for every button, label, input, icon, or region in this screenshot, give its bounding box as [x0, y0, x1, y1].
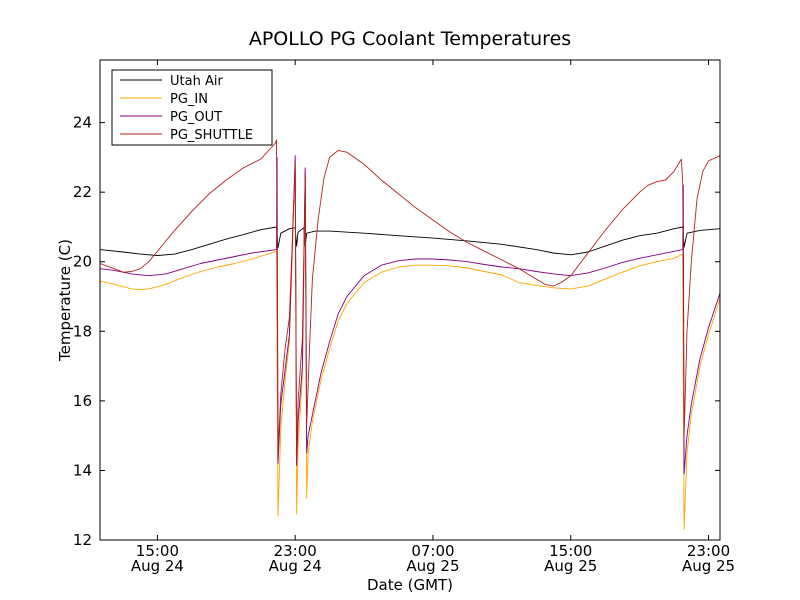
x-tick-label-time: 23:00	[687, 542, 730, 560]
legend: Utah Air PG_IN PG_OUT PG_SHUTTLE	[111, 69, 273, 146]
x-tick-label-time: 07:00	[411, 542, 454, 560]
x-tick-label-date: Aug 24	[131, 557, 184, 575]
x-tick-label-time: 23:00	[274, 542, 317, 560]
series-line-utah-air	[99, 226, 721, 256]
y-axis: 12 14 16 18 20 22 24	[73, 114, 720, 549]
series-line-pg-shuttle	[99, 139, 721, 457]
legend-label: PG_IN	[170, 92, 208, 107]
plot-frame	[99, 59, 721, 541]
x-tick-label-time: 15:00	[549, 542, 592, 560]
y-tick-label: 20	[73, 253, 92, 271]
x-axis-label: Date (GMT)	[367, 576, 453, 594]
x-tick-label-date: Aug 24	[269, 557, 322, 575]
legend-items: Utah Air PG_IN PG_OUT PG_SHUTTLE	[120, 74, 253, 143]
y-tick-label: 14	[73, 461, 92, 479]
x-tick-label-date: Aug 25	[682, 557, 735, 575]
y-tick-label: 22	[73, 183, 92, 201]
series-layer	[99, 139, 721, 531]
y-tick-label: 12	[73, 531, 92, 549]
x-tick-label-date: Aug 25	[544, 557, 597, 575]
legend-label: PG_SHUTTLE	[170, 128, 253, 143]
y-tick-label: 24	[73, 114, 92, 132]
series-line-pg-in	[99, 160, 721, 531]
y-axis-label: Temperature (C)	[56, 239, 74, 362]
legend-label: Utah Air	[170, 74, 223, 89]
legend-label: PG_OUT	[170, 110, 222, 125]
x-tick-label-date: Aug 25	[406, 557, 459, 575]
chart-title: APOLLO PG Coolant Temperatures	[249, 28, 571, 50]
y-tick-label: 18	[73, 322, 92, 340]
y-tick-label: 16	[73, 392, 92, 410]
x-tick-label-time: 15:00	[136, 542, 179, 560]
legend-box	[111, 69, 273, 146]
series-line-pg-out	[99, 155, 721, 475]
